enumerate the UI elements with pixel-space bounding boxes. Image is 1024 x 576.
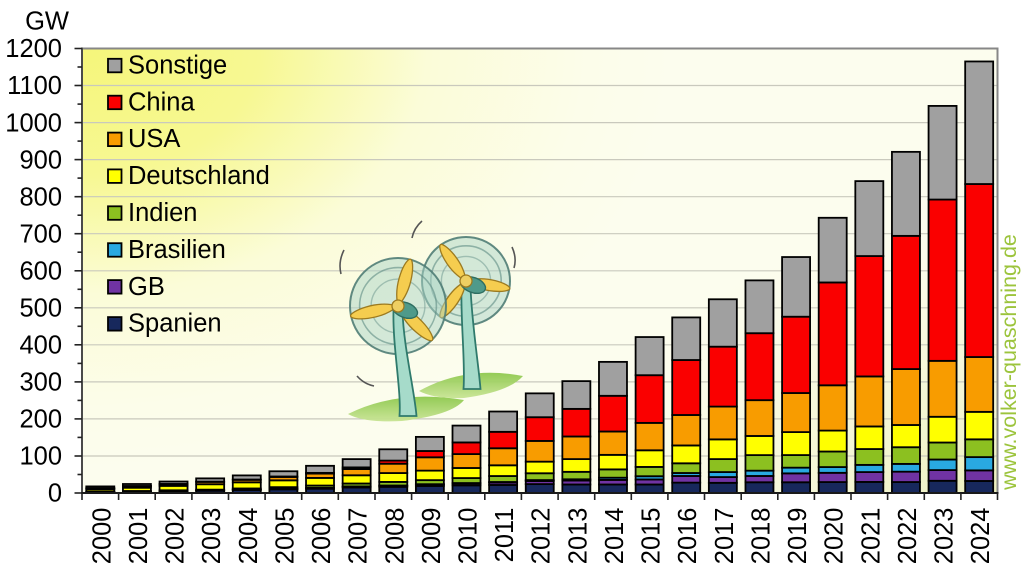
svg-text:Deutschland: Deutschland xyxy=(128,162,270,190)
svg-text:800: 800 xyxy=(19,183,62,211)
svg-text:Sonstige: Sonstige xyxy=(128,51,227,79)
svg-text:2006: 2006 xyxy=(308,508,336,565)
svg-text:2015: 2015 xyxy=(638,508,666,565)
svg-text:2001: 2001 xyxy=(125,508,153,565)
svg-text:2024: 2024 xyxy=(967,508,995,565)
svg-text:2005: 2005 xyxy=(271,508,299,565)
svg-text:2021: 2021 xyxy=(857,508,885,565)
svg-text:2008: 2008 xyxy=(381,508,409,565)
svg-text:500: 500 xyxy=(19,295,62,323)
svg-text:300: 300 xyxy=(19,369,62,397)
svg-text:2011: 2011 xyxy=(491,508,519,563)
svg-text:USA: USA xyxy=(128,125,180,153)
svg-text:GW: GW xyxy=(25,8,69,36)
svg-text:900: 900 xyxy=(19,146,62,174)
svg-text:2016: 2016 xyxy=(674,508,702,565)
svg-text:0: 0 xyxy=(48,480,62,508)
svg-text:Spanien: Spanien xyxy=(128,310,222,338)
svg-text:2002: 2002 xyxy=(162,508,190,565)
svg-text:2014: 2014 xyxy=(601,508,629,565)
svg-text:2000: 2000 xyxy=(88,508,116,565)
svg-text:2010: 2010 xyxy=(455,508,483,565)
svg-text:1000: 1000 xyxy=(5,109,62,137)
svg-text:Indien: Indien xyxy=(128,199,197,227)
svg-text:2013: 2013 xyxy=(564,508,592,565)
svg-text:2019: 2019 xyxy=(784,508,812,565)
svg-text:China: China xyxy=(128,88,195,116)
svg-text:400: 400 xyxy=(19,332,62,360)
svg-text:100: 100 xyxy=(19,443,62,471)
svg-text:200: 200 xyxy=(19,406,62,434)
svg-text:GB: GB xyxy=(128,273,165,301)
svg-text:Brasilien: Brasilien xyxy=(128,236,226,264)
svg-text:2009: 2009 xyxy=(418,508,446,565)
svg-text:1200: 1200 xyxy=(5,35,62,63)
svg-text:www.volker-quaschning.de: www.volker-quaschning.de xyxy=(997,234,1021,491)
svg-text:2020: 2020 xyxy=(821,508,849,565)
svg-text:2022: 2022 xyxy=(894,508,922,565)
svg-text:2007: 2007 xyxy=(345,508,373,565)
svg-text:700: 700 xyxy=(19,220,62,248)
svg-text:600: 600 xyxy=(19,257,62,285)
svg-text:2003: 2003 xyxy=(198,508,226,565)
svg-text:2004: 2004 xyxy=(235,508,263,565)
svg-text:1100: 1100 xyxy=(7,72,62,100)
svg-text:2017: 2017 xyxy=(711,508,739,565)
svg-text:2012: 2012 xyxy=(528,508,556,565)
svg-text:2018: 2018 xyxy=(748,508,776,565)
svg-text:2023: 2023 xyxy=(931,508,959,565)
